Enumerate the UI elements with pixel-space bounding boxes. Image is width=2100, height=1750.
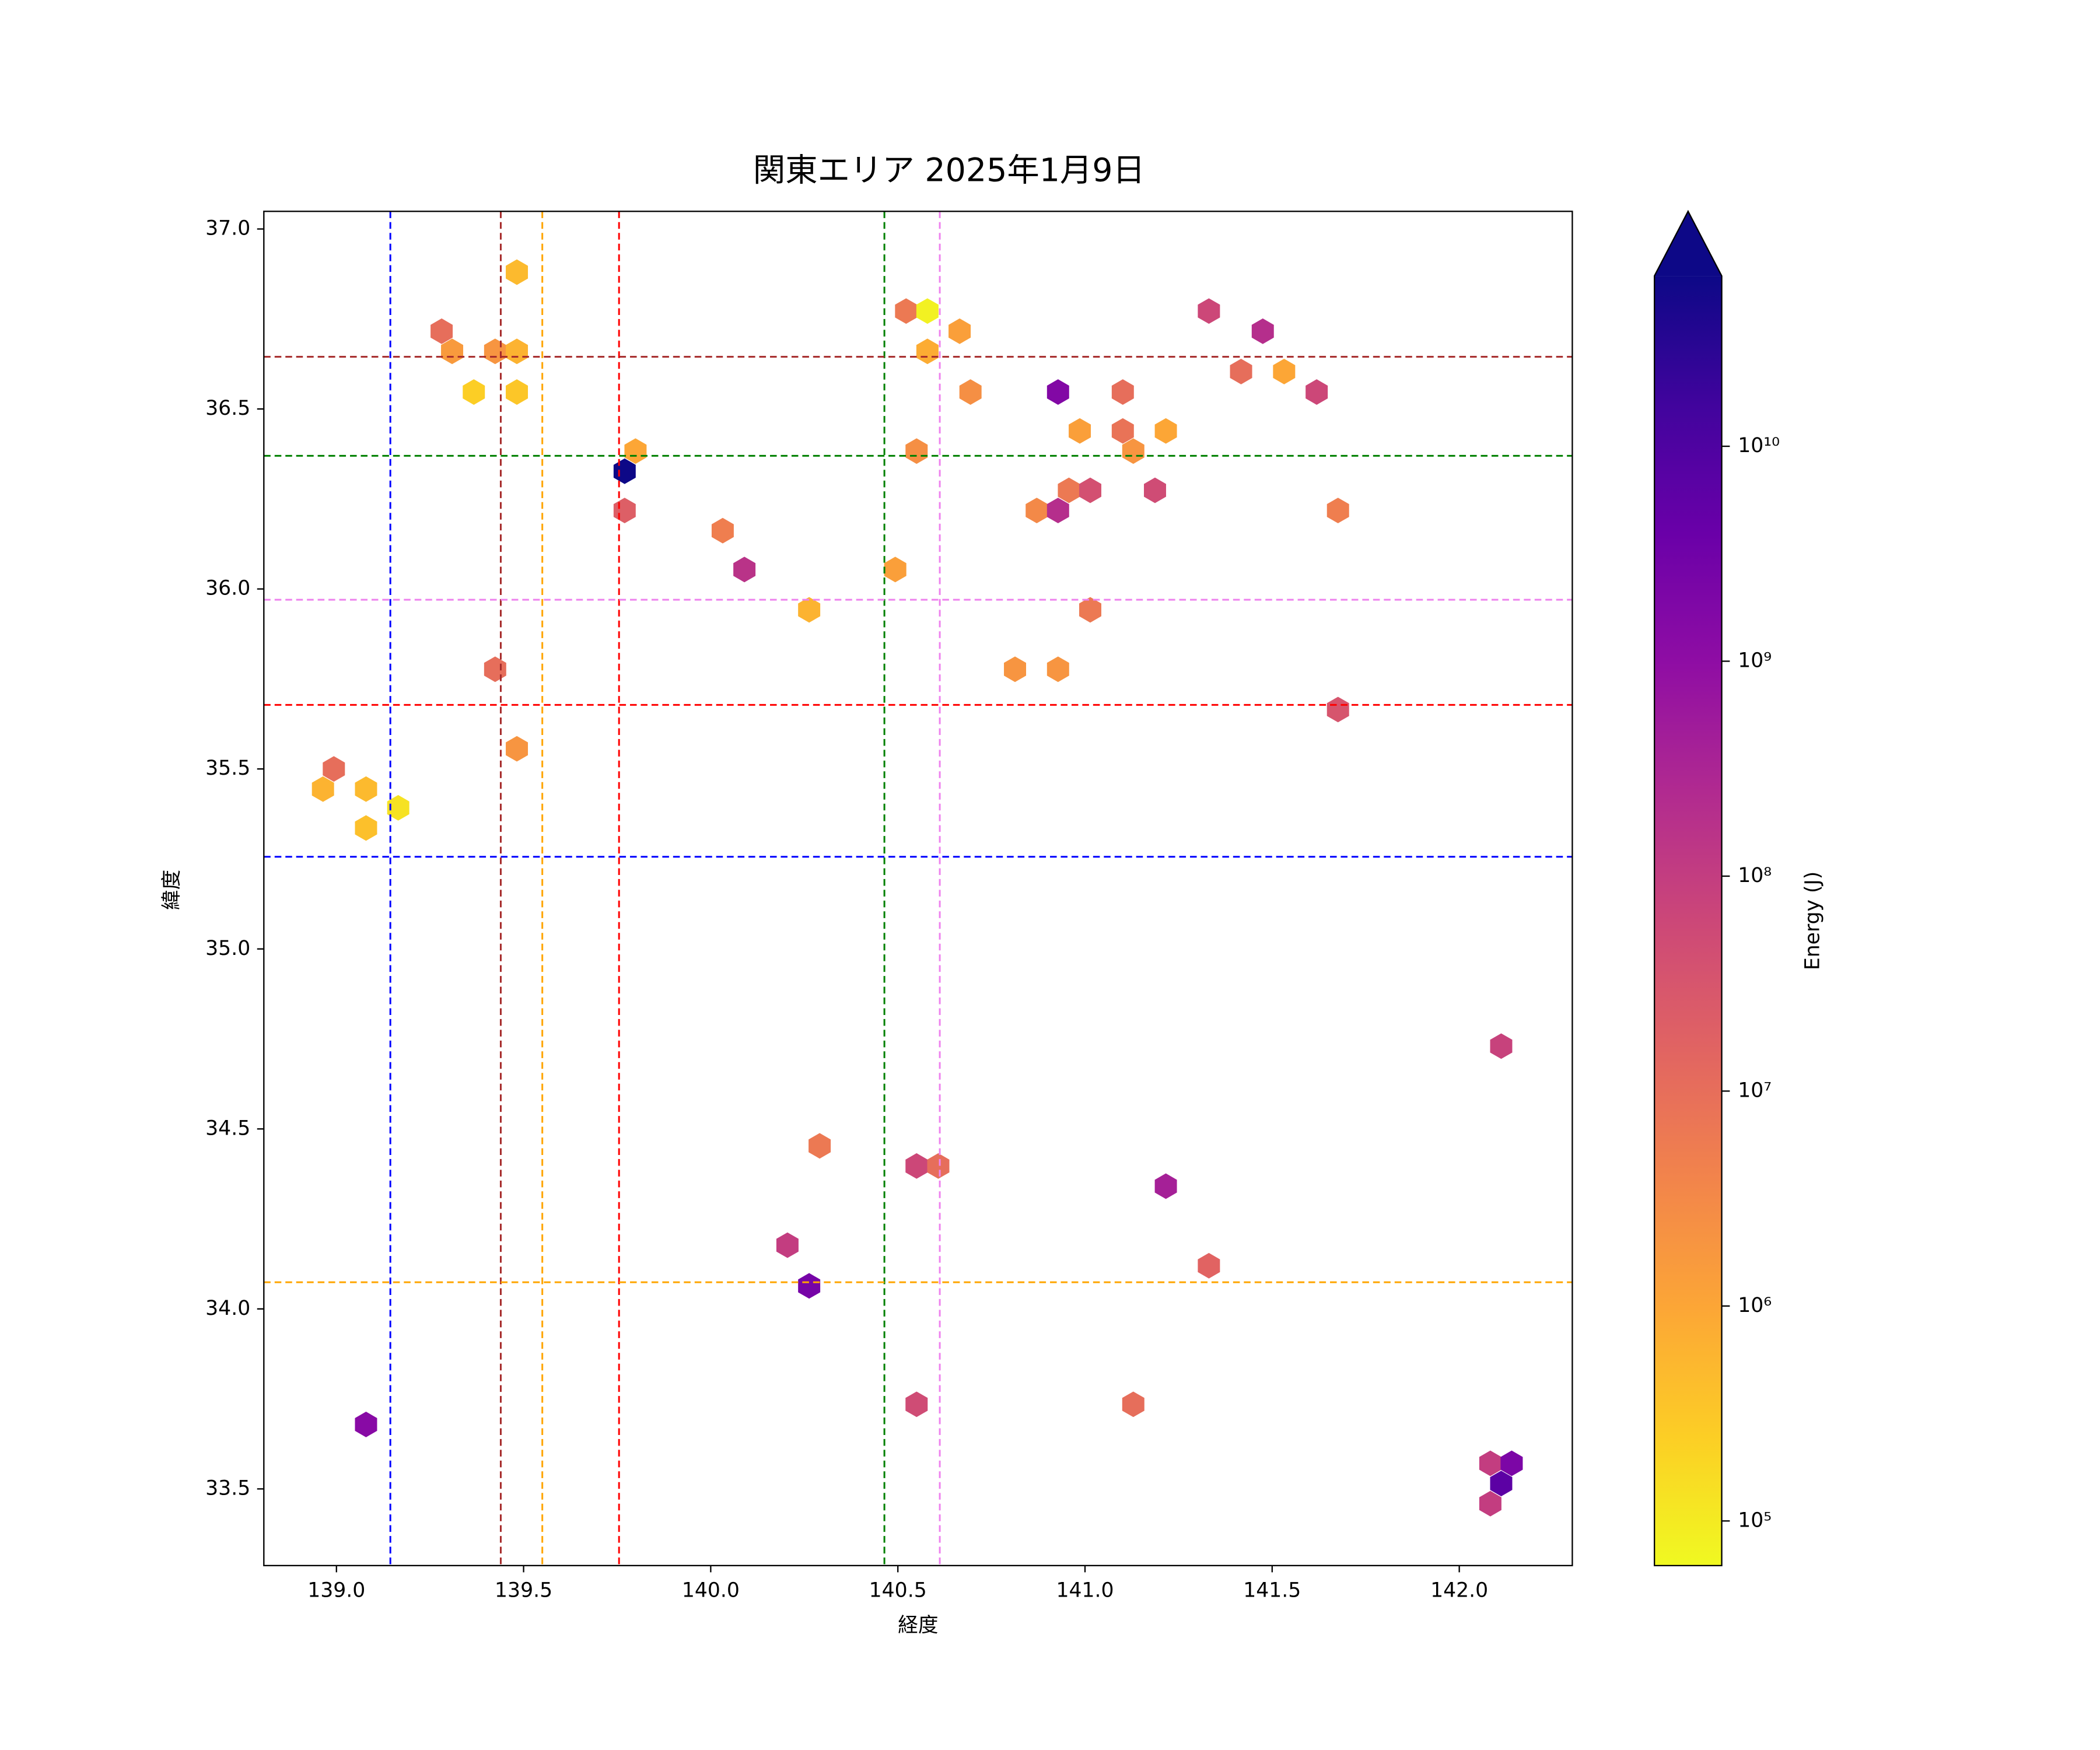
hexbin-cell — [1122, 1391, 1144, 1418]
y-tick-label: 35.0 — [205, 937, 250, 960]
hexbin-cell — [905, 1391, 928, 1418]
hexbin-cell — [506, 259, 528, 285]
hexbin-cell — [1069, 418, 1091, 444]
hexbin-cell — [1479, 1450, 1502, 1476]
colorbar-tick-label: 10⁷ — [1738, 1079, 1772, 1102]
hexbin-cell — [1198, 298, 1220, 324]
hexbin-cell — [506, 379, 528, 405]
hexbin-cell — [1490, 1471, 1513, 1497]
x-tick-label: 139.5 — [495, 1579, 552, 1602]
hexbin-cell — [1079, 477, 1101, 503]
hexbin-cell — [1251, 318, 1274, 344]
y-tick-label: 37.0 — [205, 217, 250, 240]
x-tick-label: 142.0 — [1430, 1579, 1488, 1602]
hexbin-cell — [1026, 498, 1048, 524]
colorbar-tick-label: 10¹⁰ — [1738, 434, 1780, 457]
hexbin-cell — [613, 498, 636, 524]
hexbin-cell — [949, 318, 971, 344]
x-tick-label: 140.5 — [869, 1579, 927, 1602]
y-tick-label: 33.5 — [205, 1476, 250, 1500]
hexbin-cell — [463, 379, 485, 405]
hexbin-cell — [905, 1153, 928, 1179]
plot-area — [264, 211, 1573, 1566]
hexbin-cell — [430, 318, 453, 344]
hexbin-cell — [1058, 477, 1080, 503]
hexbin-cell — [613, 458, 636, 484]
hexbin-cell — [895, 298, 918, 324]
hexbin-cell — [916, 298, 939, 324]
plot-frame — [263, 211, 1573, 1566]
colorbar-tick-label: 10⁹ — [1738, 649, 1772, 673]
hexbin-cell — [1046, 498, 1069, 524]
colorbar-frame — [1653, 209, 1723, 1566]
hexbin-cell — [1046, 656, 1069, 682]
hexbin-cell — [355, 1412, 377, 1437]
hexbin-cell — [1111, 418, 1134, 444]
hexbin-cell — [484, 338, 506, 365]
x-tick-label: 141.5 — [1243, 1579, 1301, 1602]
hexbin-cell — [441, 338, 464, 365]
colorbar-tick-label: 10⁸ — [1738, 864, 1772, 887]
hexbin-cell — [927, 1153, 950, 1179]
colorbar-label: Energy (J) — [1801, 872, 1824, 970]
x-tick-label: 139.0 — [307, 1579, 365, 1602]
hexbin-cell — [798, 1273, 821, 1299]
hexbin-cell — [1122, 438, 1144, 464]
hexbin-cell — [1154, 418, 1177, 444]
hexbin-cell — [1306, 379, 1328, 405]
hexbin-cell — [1144, 477, 1166, 503]
hexbin-cell — [355, 815, 377, 841]
hexbin-cell — [1198, 1252, 1220, 1279]
hexbin-cell — [1326, 696, 1349, 723]
colorbar-tick-label: 10⁵ — [1738, 1508, 1772, 1532]
hexbin-cell — [959, 379, 982, 405]
hexbin-cell — [355, 776, 377, 802]
chart-title: 関東エリア 2025年1月9日 — [753, 152, 1145, 190]
hexbin-cell — [323, 756, 345, 782]
x-tick-label: 141.0 — [1056, 1579, 1114, 1602]
hexbin-cell — [506, 736, 528, 762]
y-tick-label: 35.5 — [205, 757, 250, 780]
x-tick-label: 140.0 — [682, 1579, 740, 1602]
hexbin-cell — [1004, 656, 1027, 682]
hexbin-cell — [1490, 1033, 1513, 1059]
hexbin-cell — [916, 338, 939, 365]
hexbin-cell — [1273, 359, 1296, 384]
y-tick-label: 34.0 — [205, 1297, 250, 1320]
hexbin-cell — [776, 1232, 799, 1258]
hexbin-cell — [506, 338, 528, 365]
hexbin-cell — [905, 438, 928, 464]
hexbin-cell — [1479, 1490, 1502, 1517]
colorbar-tick-label: 10⁶ — [1738, 1294, 1772, 1317]
hexbin-cell — [312, 776, 334, 802]
y-tick-label: 34.5 — [205, 1116, 250, 1140]
y-axis-label: 緯度 — [160, 870, 183, 910]
hexbin-cell — [808, 1133, 831, 1159]
y-tick-label: 36.5 — [205, 397, 250, 420]
hexbin-cell — [624, 438, 647, 464]
x-axis-label: 経度 — [898, 1614, 938, 1637]
hexbin-cell — [884, 556, 907, 583]
hexbin-cell — [711, 517, 734, 544]
hexbin-cell — [1230, 359, 1252, 384]
hexbin-cell — [1500, 1450, 1523, 1476]
hexbin-cell — [1046, 379, 1069, 405]
colorbar — [1654, 276, 1722, 1566]
hexbin-cell — [798, 597, 821, 623]
colorbar-extension — [1654, 211, 1722, 276]
hexbin-cell — [1154, 1173, 1177, 1199]
hexbin-cell — [387, 794, 410, 821]
hexbin-cell — [1111, 379, 1134, 405]
hexbin-cell — [1079, 597, 1101, 623]
hexbin-cell — [733, 556, 756, 583]
y-tick-label: 36.0 — [205, 577, 250, 600]
hexbin-cell — [484, 656, 506, 682]
hexbin-cell — [1326, 498, 1349, 524]
